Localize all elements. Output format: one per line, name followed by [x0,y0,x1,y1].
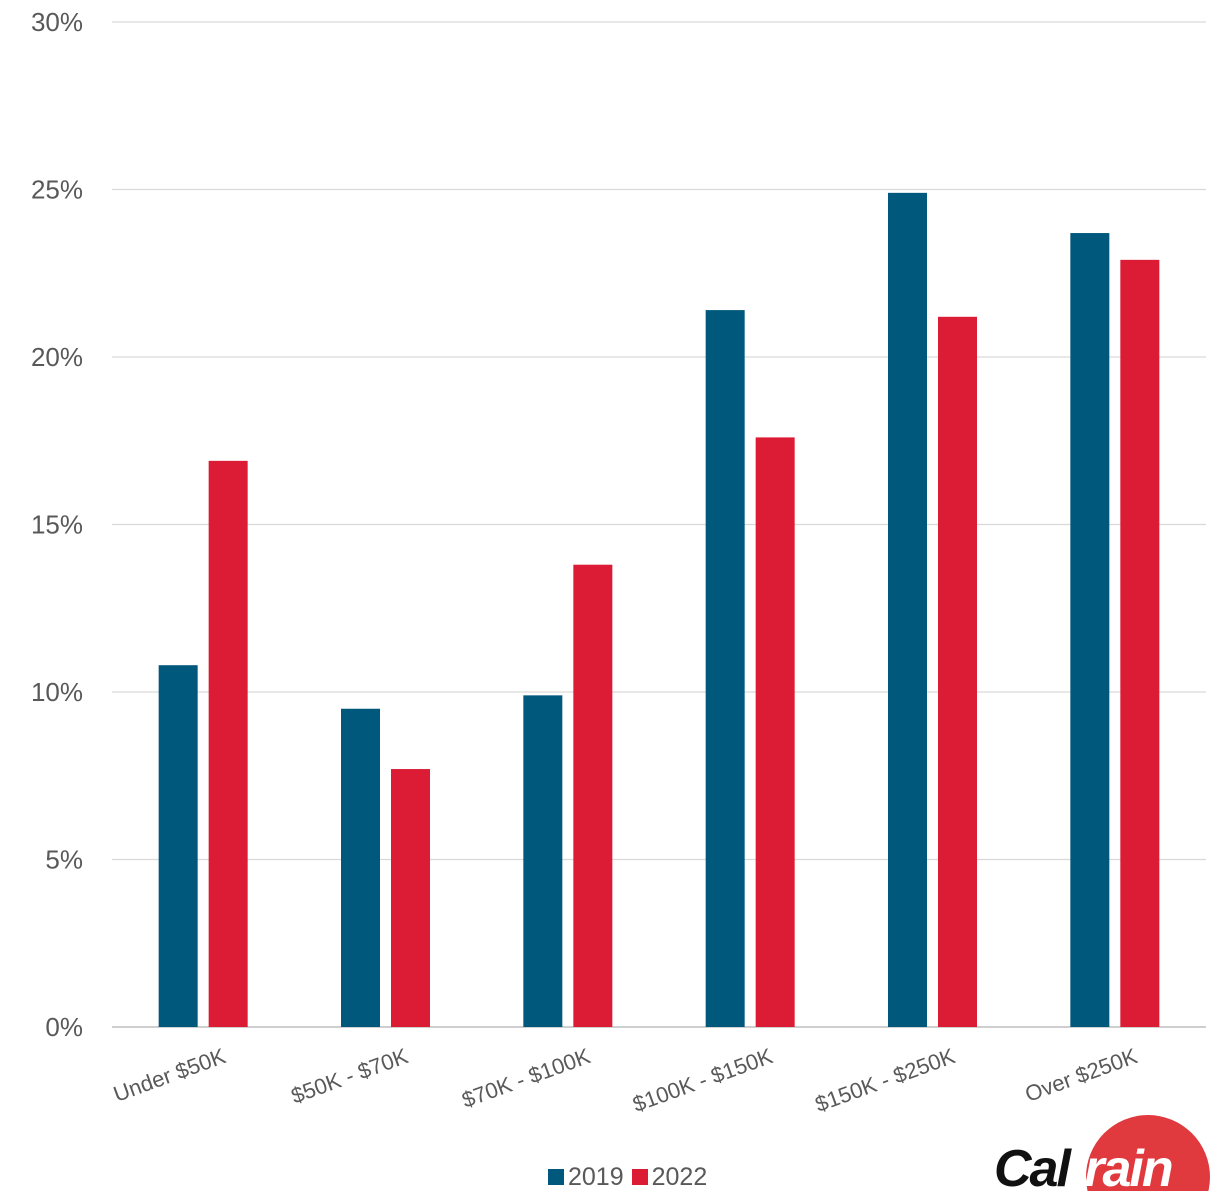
logo-text-train: train [1068,1140,1174,1191]
bar-2019 [888,192,927,1028]
y-tick-label: 15% [31,510,83,540]
y-tick-label: 25% [31,175,83,205]
y-tick-label: 20% [31,342,83,372]
bar-2022 [938,316,977,1027]
legend-label-2019: 2019 [568,1162,624,1191]
y-tick-label: 5% [45,845,83,875]
x-category-label: $100K - $150K [629,1043,776,1117]
bars [158,192,1160,1028]
bar-2022 [573,564,613,1027]
bar-2022 [208,460,248,1028]
x-category-label: $50K - $70K [288,1043,412,1108]
bar-2022 [391,769,430,1027]
logo-text-cal: Cal [994,1140,1071,1191]
x-category-label: $70K - $100K [459,1043,594,1113]
logo-text: Caltrain [994,1140,1174,1191]
bar-2019 [341,708,380,1027]
bar-2019 [523,695,563,1027]
caltrain-logo: Caltrain [990,1115,1218,1191]
y-tick-label: 30% [31,7,83,37]
legend-label-2022: 2022 [651,1162,708,1191]
legend-item-2019: 2019 [548,1163,624,1192]
bar-2022 [755,437,795,1027]
legend-swatch-2022 [631,1169,648,1185]
legend-item-2022: 2022 [631,1162,708,1192]
y-axis-ticks: 0% 5% 10% 15% 20% 25% 30% [31,7,83,1042]
legend: 2019 2022 [548,1163,715,1191]
gridlines [112,21,1206,1028]
bar-2019 [1070,233,1110,1028]
x-category-label: $150K - $250K [812,1043,959,1117]
x-category-label: Under $50K [110,1043,229,1107]
legend-swatch-2019 [548,1169,564,1185]
bar-2019 [158,665,198,1027]
y-tick-label: 0% [45,1012,83,1042]
x-axis-categories: Under $50K $50K - $70K $70K - $100K $100K -… [110,1043,1141,1117]
bar-2022 [1120,259,1160,1028]
x-category-label: Over $250K [1022,1043,1141,1107]
y-tick-label: 10% [31,677,83,707]
bar-2019 [705,310,745,1028]
